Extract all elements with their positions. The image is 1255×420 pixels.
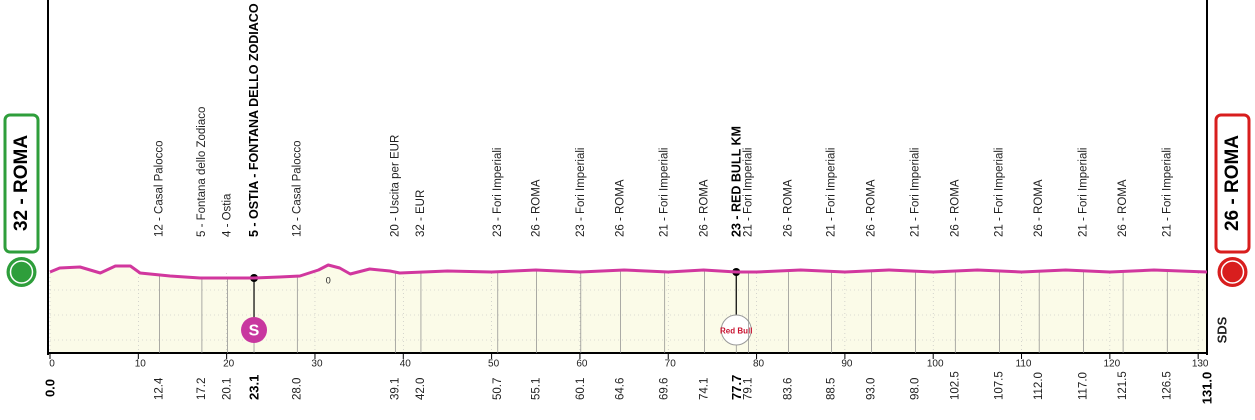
marker-badge xyxy=(720,314,752,346)
waypoint-label: 21 - Fori Imperiali xyxy=(1161,148,1173,237)
waypoint-km: 69.6 xyxy=(659,378,671,400)
waypoint-km: 117.0 xyxy=(1077,372,1089,400)
marker-label: Red Bull xyxy=(720,327,752,336)
finish-box xyxy=(1214,113,1251,254)
x-tick-label: 30 xyxy=(311,359,323,370)
waypoint-km: 28.0 xyxy=(291,378,303,400)
x-tick-label: 130 xyxy=(1192,359,1209,370)
x-tick-label: 50 xyxy=(488,359,500,370)
waypoint-km: 50.7 xyxy=(492,378,504,400)
x-tick-label: 60 xyxy=(576,359,588,370)
waypoint-km: 77.7 xyxy=(729,375,744,400)
waypoint-km: 107.5 xyxy=(993,371,1005,400)
x-tick-label: 90 xyxy=(841,359,853,370)
waypoint-km: 20.1 xyxy=(222,378,234,400)
x-tick-label: 20 xyxy=(223,359,235,370)
waypoint-km: 126.5 xyxy=(1161,371,1173,400)
waypoint-km: 23.1 xyxy=(247,375,262,400)
waypoint-label: 21 - Fori Imperiali xyxy=(743,148,755,237)
waypoint-km: 60.1 xyxy=(575,378,587,400)
x-tick-label: 40 xyxy=(400,359,412,370)
waypoint-label: 21 - Fori Imperiali xyxy=(993,148,1005,237)
finish-km: 131.0 xyxy=(1200,372,1215,405)
profile-area xyxy=(50,265,1207,353)
waypoint-km: 98.0 xyxy=(910,378,922,400)
brand: SDS xyxy=(1215,316,1230,343)
waypoint-km: 112.0 xyxy=(1033,372,1045,400)
waypoint-label: 23 - Fori Imperiali xyxy=(492,148,504,237)
waypoint-label: 20 - Uscita per EUR xyxy=(389,135,401,237)
waypoint-km: 102.5 xyxy=(949,371,961,400)
profile-line xyxy=(49,263,1208,280)
waypoint-km: 121.5 xyxy=(1117,371,1129,400)
waypoint-km: 55.1 xyxy=(531,378,543,400)
waypoint-label: 12 - Casal Palocco xyxy=(291,140,303,237)
waypoint-label: 26 - ROMA xyxy=(949,179,961,237)
start-box xyxy=(3,113,40,254)
x-tick-label: 0 xyxy=(49,359,55,370)
waypoint-label: 26 - ROMA xyxy=(1033,179,1045,237)
waypoint-label: 26 - ROMA xyxy=(698,179,710,237)
start-km: 0.0 xyxy=(43,379,58,397)
waypoint-km: 88.5 xyxy=(826,378,838,400)
waypoint-label: 26 - ROMA xyxy=(615,179,627,237)
waypoint-label: 5 - OSTIA - FONTANA DELLO ZODIACO xyxy=(247,3,261,237)
x-tick-label: 120 xyxy=(1104,359,1121,370)
waypoint-km: 64.6 xyxy=(615,378,627,400)
x-tick-label: 10 xyxy=(135,359,147,370)
waypoint-label: 21 - Fori Imperiali xyxy=(910,148,922,237)
waypoint-km: 93.0 xyxy=(865,378,877,400)
waypoint-km: 12.4 xyxy=(154,377,166,400)
waypoint-km: 17.2 xyxy=(196,378,208,400)
start-label: 32 - ROMA xyxy=(11,135,32,231)
waypoint-km: 79.1 xyxy=(743,378,755,400)
marker-label: S xyxy=(249,323,260,340)
x-tick-label: 80 xyxy=(753,359,765,370)
waypoint-label: 21 - Fori Imperiali xyxy=(1077,148,1089,237)
waypoint-label: 26 - ROMA xyxy=(865,179,877,237)
waypoint-label: 26 - ROMA xyxy=(531,179,543,237)
waypoint-label: 21 - Fori Imperiali xyxy=(659,148,671,237)
waypoint-km: 83.6 xyxy=(782,378,794,400)
waypoint-km: 39.1 xyxy=(389,378,401,400)
marker-badge xyxy=(241,317,268,343)
waypoint-km: 42.0 xyxy=(415,378,427,400)
finish-label: 26 - ROMA xyxy=(1222,135,1243,231)
waypoint-label: 5 - Fontana dello Zodiaco xyxy=(196,107,208,237)
x-tick-label: 70 xyxy=(665,359,677,370)
waypoint-label: 26 - ROMA xyxy=(782,179,794,237)
waypoint-label: 23 - RED BULL KM xyxy=(729,126,743,237)
annotation: 0 xyxy=(326,276,331,286)
x-tick-label: 110 xyxy=(1016,359,1032,370)
x-tick-label: 100 xyxy=(927,359,944,370)
waypoint-label: 26 - ROMA xyxy=(1117,179,1129,237)
start-icon-inner xyxy=(9,260,34,284)
waypoint-label: 4 - Ostia xyxy=(222,193,234,237)
waypoint-label: 12 - Casal Palocco xyxy=(154,140,166,237)
waypoint-label: 23 - Fori Imperiali xyxy=(575,148,587,237)
waypoint-label: 21 - Fori Imperiali xyxy=(826,148,838,237)
waypoint-label: 32 - EUR xyxy=(415,190,427,237)
finish-icon-inner xyxy=(1220,260,1245,284)
waypoint-km: 74.1 xyxy=(698,378,710,400)
